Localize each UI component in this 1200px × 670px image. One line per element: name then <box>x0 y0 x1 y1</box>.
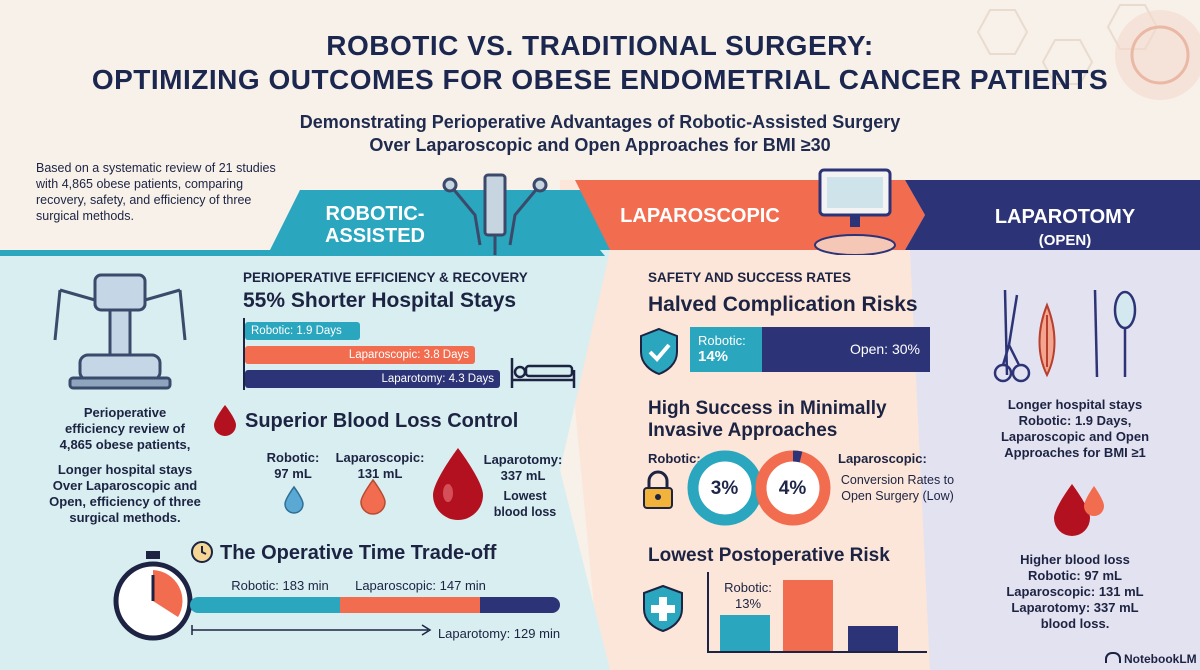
page-title-line1: ROBOTIC VS. TRADITIONAL SURGERY: <box>326 30 874 61</box>
postop-bar-robotic <box>720 615 770 651</box>
success-robotic-label: Robotic: <box>648 451 701 466</box>
intro-text: Based on a systematic review of 21 studi… <box>36 161 276 223</box>
optime-bar-robotic <box>190 597 340 613</box>
optime-bar-laparoscopic <box>340 597 480 613</box>
stay-bar-laparotomy: Laparotomy: 4.3 Days <box>245 370 500 388</box>
efficiency-axis <box>243 318 245 390</box>
blood-lap-label: Laparoscopic: 131 mL <box>335 450 425 481</box>
robotic-conversion-pct: 3% <box>710 478 739 499</box>
optime-headline: The Operative Time Trade-off <box>220 542 497 564</box>
robot-cart-icon <box>53 273 187 390</box>
postop-headline: Lowest Postoperative Risk <box>648 545 890 566</box>
blood-robotic-label: Robotic: 97 mL <box>266 450 320 481</box>
subtitle-line2: Over Laparoscopic and Open Approaches fo… <box>369 135 831 155</box>
success-headline: High Success in Minimally Invasive Approa… <box>648 398 887 441</box>
optime-lap-label: Laparoscopic: 147 min <box>355 578 486 593</box>
optime-open-label: Laparotomy: 129 min <box>437 626 561 641</box>
postop-axis-y <box>707 572 709 652</box>
blood-open-label: Laparotomy: 337 mL <box>483 452 563 483</box>
blood-drops-icon <box>1054 484 1104 536</box>
column-header-laparoscopic: LAPAROSCOPIC <box>620 205 780 227</box>
blood-headline: Superior Blood Loss Control <box>245 410 519 432</box>
left-note-1: Perioperative efficiency review of 4,865 o… <box>59 405 191 452</box>
monitor-icon <box>814 168 896 255</box>
surgical-instruments-icon <box>993 289 1137 383</box>
complication-bar-open: Open: 30% <box>762 327 930 372</box>
column-header-robotic: ROBOTIC- ASSISTED <box>324 203 426 247</box>
blood-note: Lowest blood loss <box>493 489 557 519</box>
drop-large-icon <box>433 448 483 520</box>
lock-icon <box>643 470 673 509</box>
notebooklm-logo: NotebookLM <box>1105 652 1197 666</box>
right-note-2: Higher blood loss Robotic: 97 mL Laparosco… <box>1006 552 1144 631</box>
stay-bar-laparoscopic: Laparoscopic: 3.8 Days <box>245 346 475 364</box>
lap-conversion-pct: 4% <box>778 478 807 499</box>
shield-check-icon <box>640 327 678 376</box>
optime-robotic-label: Robotic: 183 min <box>231 578 329 593</box>
column-header-laparotomy: LAPAROTOMY (OPEN) <box>994 206 1136 249</box>
postop-robotic-label: Robotic: 13% <box>724 580 772 611</box>
right-note-1: Longer hospital stays Robotic: 1.9 Days, L… <box>1000 397 1150 460</box>
subtitle-line1: Demonstrating Perioperative Advantages o… <box>299 112 901 132</box>
shield-cross-icon <box>643 584 683 633</box>
logo-icon <box>1105 652 1121 663</box>
optime-arrow <box>191 624 432 636</box>
postop-axis-x <box>707 651 927 653</box>
drop-small-icon <box>284 485 304 514</box>
success-lap-label: Laparoscopic: <box>838 451 927 466</box>
complication-bar-robotic: Robotic: 14% <box>690 327 762 372</box>
safety-headline: Halved Complication Risks <box>648 293 918 316</box>
robotic-arms-icon <box>442 173 548 255</box>
postop-bar-laparoscopic <box>783 580 833 651</box>
drop-medium-icon <box>360 478 386 515</box>
stopwatch-icon <box>113 551 193 641</box>
efficiency-headline: 55% Shorter Hospital Stays <box>243 289 517 312</box>
left-note-2: Longer hospital stays Over Laparoscopic a… <box>49 462 201 525</box>
page-title-line2: OPTIMIZING OUTCOMES FOR OBESE ENDOMETRIA… <box>91 64 1109 95</box>
optime-bar-laparotomy <box>480 597 560 613</box>
stay-bar-robotic: Robotic: 1.9 Days <box>245 322 360 340</box>
postop-bar-laparotomy <box>848 626 898 651</box>
clock-icon <box>191 541 213 563</box>
blood-drop-icon <box>214 405 236 436</box>
conversion-note: Conversion Rates to Open Surgery (Low) <box>840 473 955 503</box>
hex-pattern-decoration <box>976 4 1200 100</box>
conversion-donuts <box>687 450 831 526</box>
bed-icon <box>510 358 576 388</box>
efficiency-heading: PERIOPERATIVE EFFICIENCY & RECOVERY <box>243 270 528 285</box>
safety-heading: SAFETY AND SUCCESS RATES <box>648 270 852 285</box>
